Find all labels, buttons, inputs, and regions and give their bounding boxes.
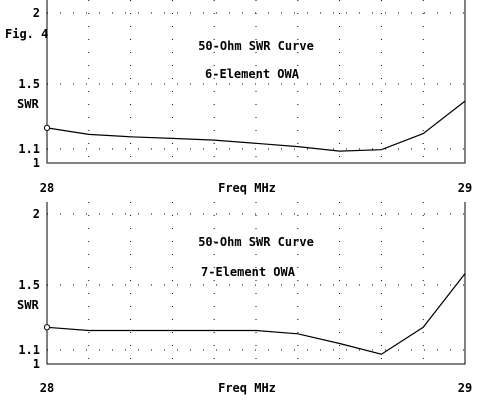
x-axis-label-6-element: Freq MHz bbox=[218, 181, 276, 195]
y-axis-label-6-element: SWR bbox=[17, 97, 39, 111]
chart-6-element: 11.1 1.5 2 28 29 50-Ohm SWR Curve 6-Element… bbox=[17, 0, 472, 195]
swr-line-7-element bbox=[46, 273, 466, 355]
chart-subtitle-6-element: 6-Element OWA bbox=[205, 67, 300, 81]
chart-title-7-element: 50-Ohm SWR Curve bbox=[198, 235, 314, 249]
y-tick-labels-6-element: 11.1 1.5 2 bbox=[18, 6, 40, 170]
y-tick-label-1.1-6-element: 1.1 bbox=[18, 142, 40, 156]
chart-subtitle-7-element: 7-Element OWA bbox=[201, 265, 296, 279]
y-tick-label-2-7-element: 2 bbox=[33, 207, 40, 221]
x-tick-label-28-7-element: 28 bbox=[40, 381, 54, 395]
y-tick-label-1.1-7-element: 1.1 bbox=[18, 343, 40, 357]
plot-frame-7-element bbox=[46, 202, 466, 365]
y-axis-label-7-element: SWR bbox=[17, 298, 39, 312]
x-tick-labels-7-element: 28 29 bbox=[40, 381, 472, 395]
y-tick-labels-7-element: 11.1 1.5 2 bbox=[18, 207, 40, 371]
x-tick-label-29-6-element: 29 bbox=[458, 181, 472, 195]
y-tick-label-2-6-element: 2 bbox=[33, 6, 40, 20]
y-tick-label-1.5-7-element: 1.5 bbox=[18, 278, 40, 292]
y-tick-label-1-7-element: 1 bbox=[33, 357, 40, 371]
grid-lines-7-element bbox=[47, 202, 465, 364]
swr-line-6-element bbox=[46, 100, 466, 152]
figure-label: Fig. 4 bbox=[5, 27, 48, 41]
x-tick-label-29-7-element: 29 bbox=[458, 381, 472, 395]
x-tick-labels-6-element: 28 29 bbox=[40, 181, 472, 195]
y-tick-label-1.5-6-element: 1.5 bbox=[18, 77, 40, 91]
start-marker-6-element bbox=[43, 124, 51, 131]
chart-title-6-element: 50-Ohm SWR Curve bbox=[198, 39, 314, 53]
start-marker-7-element bbox=[43, 324, 51, 331]
x-axis-label-7-element: Freq MHz bbox=[218, 381, 276, 395]
x-tick-label-28-6-element: 28 bbox=[40, 181, 54, 195]
y-tick-label-1-6-element: 1 bbox=[33, 156, 40, 170]
plot-frame-6-element bbox=[46, 0, 466, 164]
chart-7-element: 11.1 1.5 2 28 29 50-Ohm SWR Curve 7-Element… bbox=[17, 202, 472, 395]
grid-lines-6-element bbox=[47, 0, 465, 163]
